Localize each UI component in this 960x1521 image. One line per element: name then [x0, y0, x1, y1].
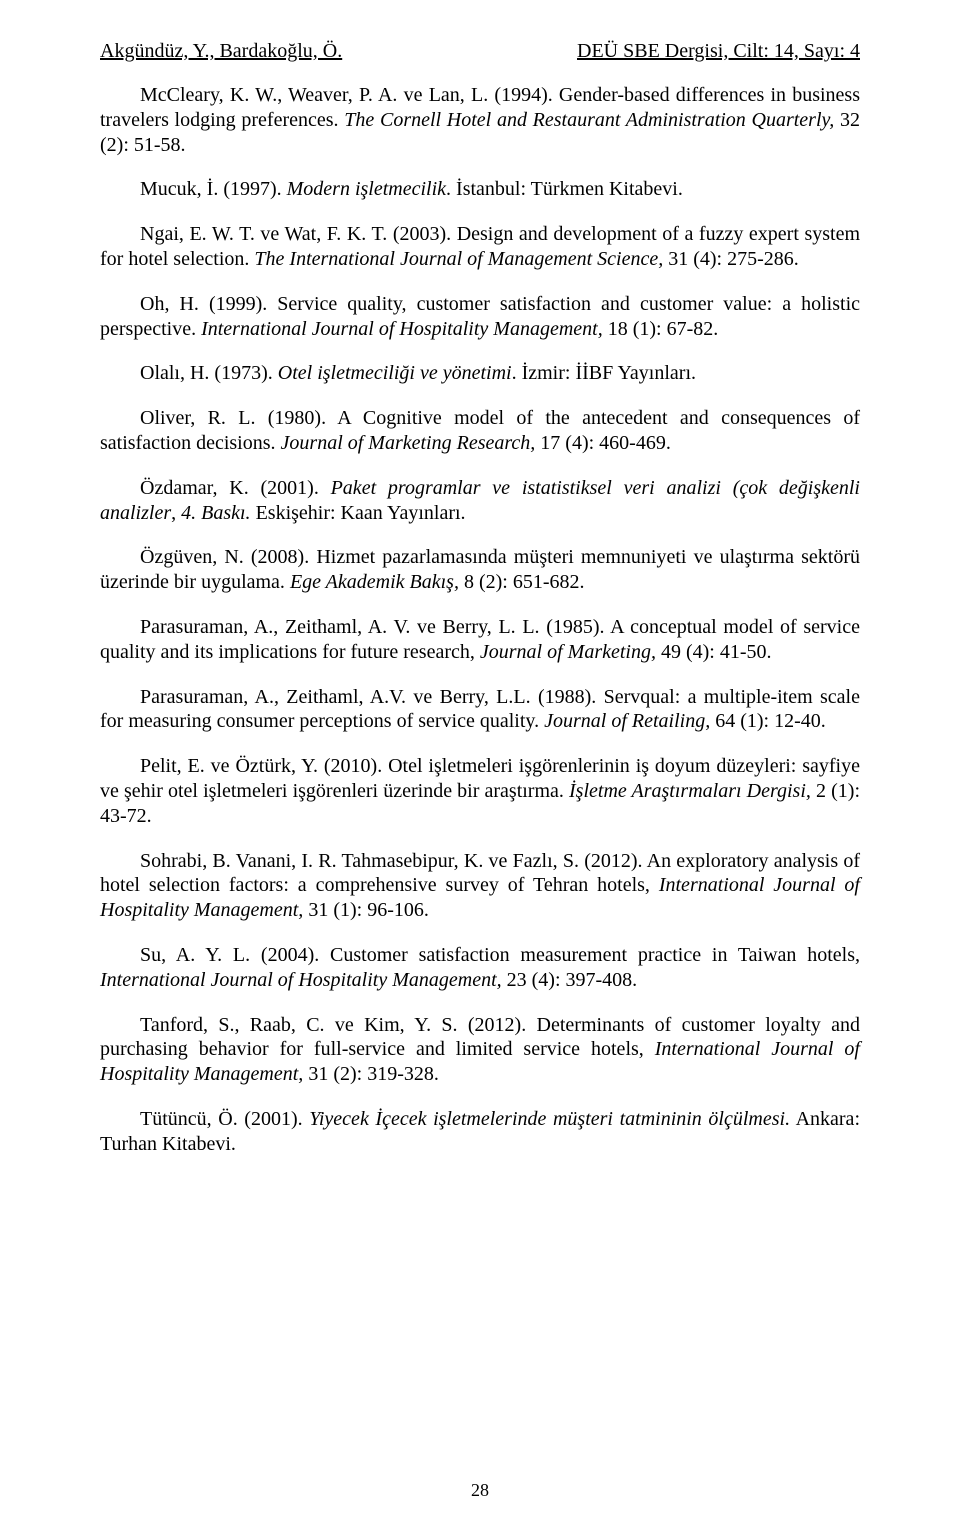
reference-entry: McCleary, K. W., Weaver, P. A. ve Lan, L… — [100, 83, 860, 157]
reference-entry: Tütüncü, Ö. (2001). Yiyecek İçecek işlet… — [100, 1107, 860, 1157]
reference-entry: Su, A. Y. L. (2004). Customer satisfacti… — [100, 943, 860, 993]
page-number: 28 — [0, 1480, 960, 1501]
reference-entry: Tanford, S., Raab, C. ve Kim, Y. S. (201… — [100, 1013, 860, 1087]
reference-entry: Mucuk, İ. (1997). Modern işletmecilik. İ… — [100, 177, 860, 202]
reference-entry: Özdamar, K. (2001). Paket programlar ve … — [100, 476, 860, 526]
header-journal: DEÜ SBE Dergisi, Cilt: 14, Sayı: 4 — [577, 40, 860, 63]
reference-entry: Sohrabi, B. Vanani, I. R. Tahmasebipur, … — [100, 849, 860, 923]
reference-entry: Parasuraman, A., Zeithaml, A. V. ve Berr… — [100, 615, 860, 665]
reference-entry: Parasuraman, A., Zeithaml, A.V. ve Berry… — [100, 685, 860, 735]
page: Akgündüz, Y., Bardakoğlu, Ö. DEÜ SBE Der… — [0, 0, 960, 1521]
header-authors: Akgündüz, Y., Bardakoğlu, Ö. — [100, 40, 342, 63]
reference-entry: Oliver, R. L. (1980). A Cognitive model … — [100, 406, 860, 456]
reference-entry: Pelit, E. ve Öztürk, Y. (2010). Otel işl… — [100, 754, 860, 828]
reference-entry: Ngai, E. W. T. ve Wat, F. K. T. (2003). … — [100, 222, 860, 272]
running-header: Akgündüz, Y., Bardakoğlu, Ö. DEÜ SBE Der… — [100, 40, 860, 63]
reference-entry: Oh, H. (1999). Service quality, customer… — [100, 292, 860, 342]
reference-entry: Özgüven, N. (2008). Hizmet pazarlamasınd… — [100, 545, 860, 595]
reference-entry: Olalı, H. (1973). Otel işletmeciliği ve … — [100, 361, 860, 386]
